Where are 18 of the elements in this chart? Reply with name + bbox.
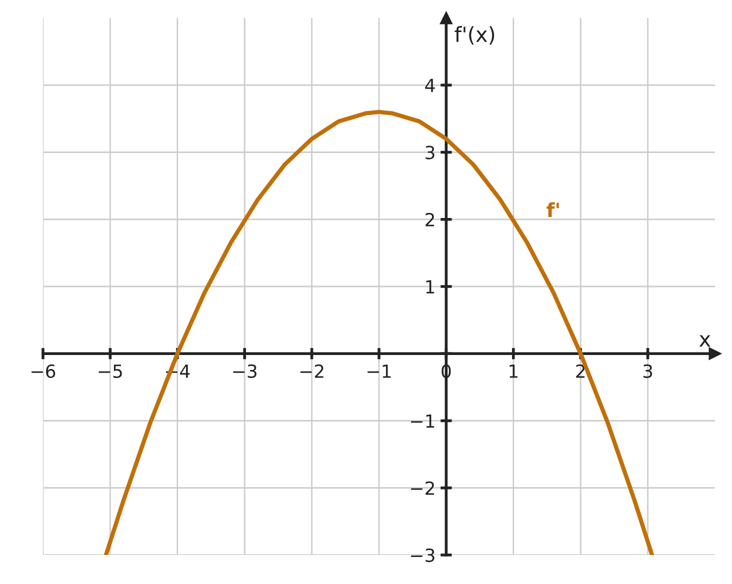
y-tick-label: 3 [426,146,434,160]
x-tick-label: −2 [300,364,324,378]
x-tick-label: 2 [576,364,585,378]
x-tick-label: −1 [368,364,391,378]
y-tick-label: 4 [425,78,435,92]
y-axis-title: f'(x) [454,26,494,45]
x-tick-label: 3 [643,364,652,378]
y-tick-label: −1 [411,414,434,428]
x-tick-label: −5 [98,364,122,378]
series-label: f' [546,202,559,218]
y-tick-label: −2 [411,481,434,495]
x-tick-label: 1 [510,364,518,378]
x-tick-label: −3 [233,364,256,378]
x-axis-title: x [699,335,710,347]
y-tick-label: −3 [411,548,434,562]
x-tick-label: −6 [32,364,56,378]
y-tick-label: 1 [426,280,434,294]
y-tick-label: 2 [426,212,434,226]
